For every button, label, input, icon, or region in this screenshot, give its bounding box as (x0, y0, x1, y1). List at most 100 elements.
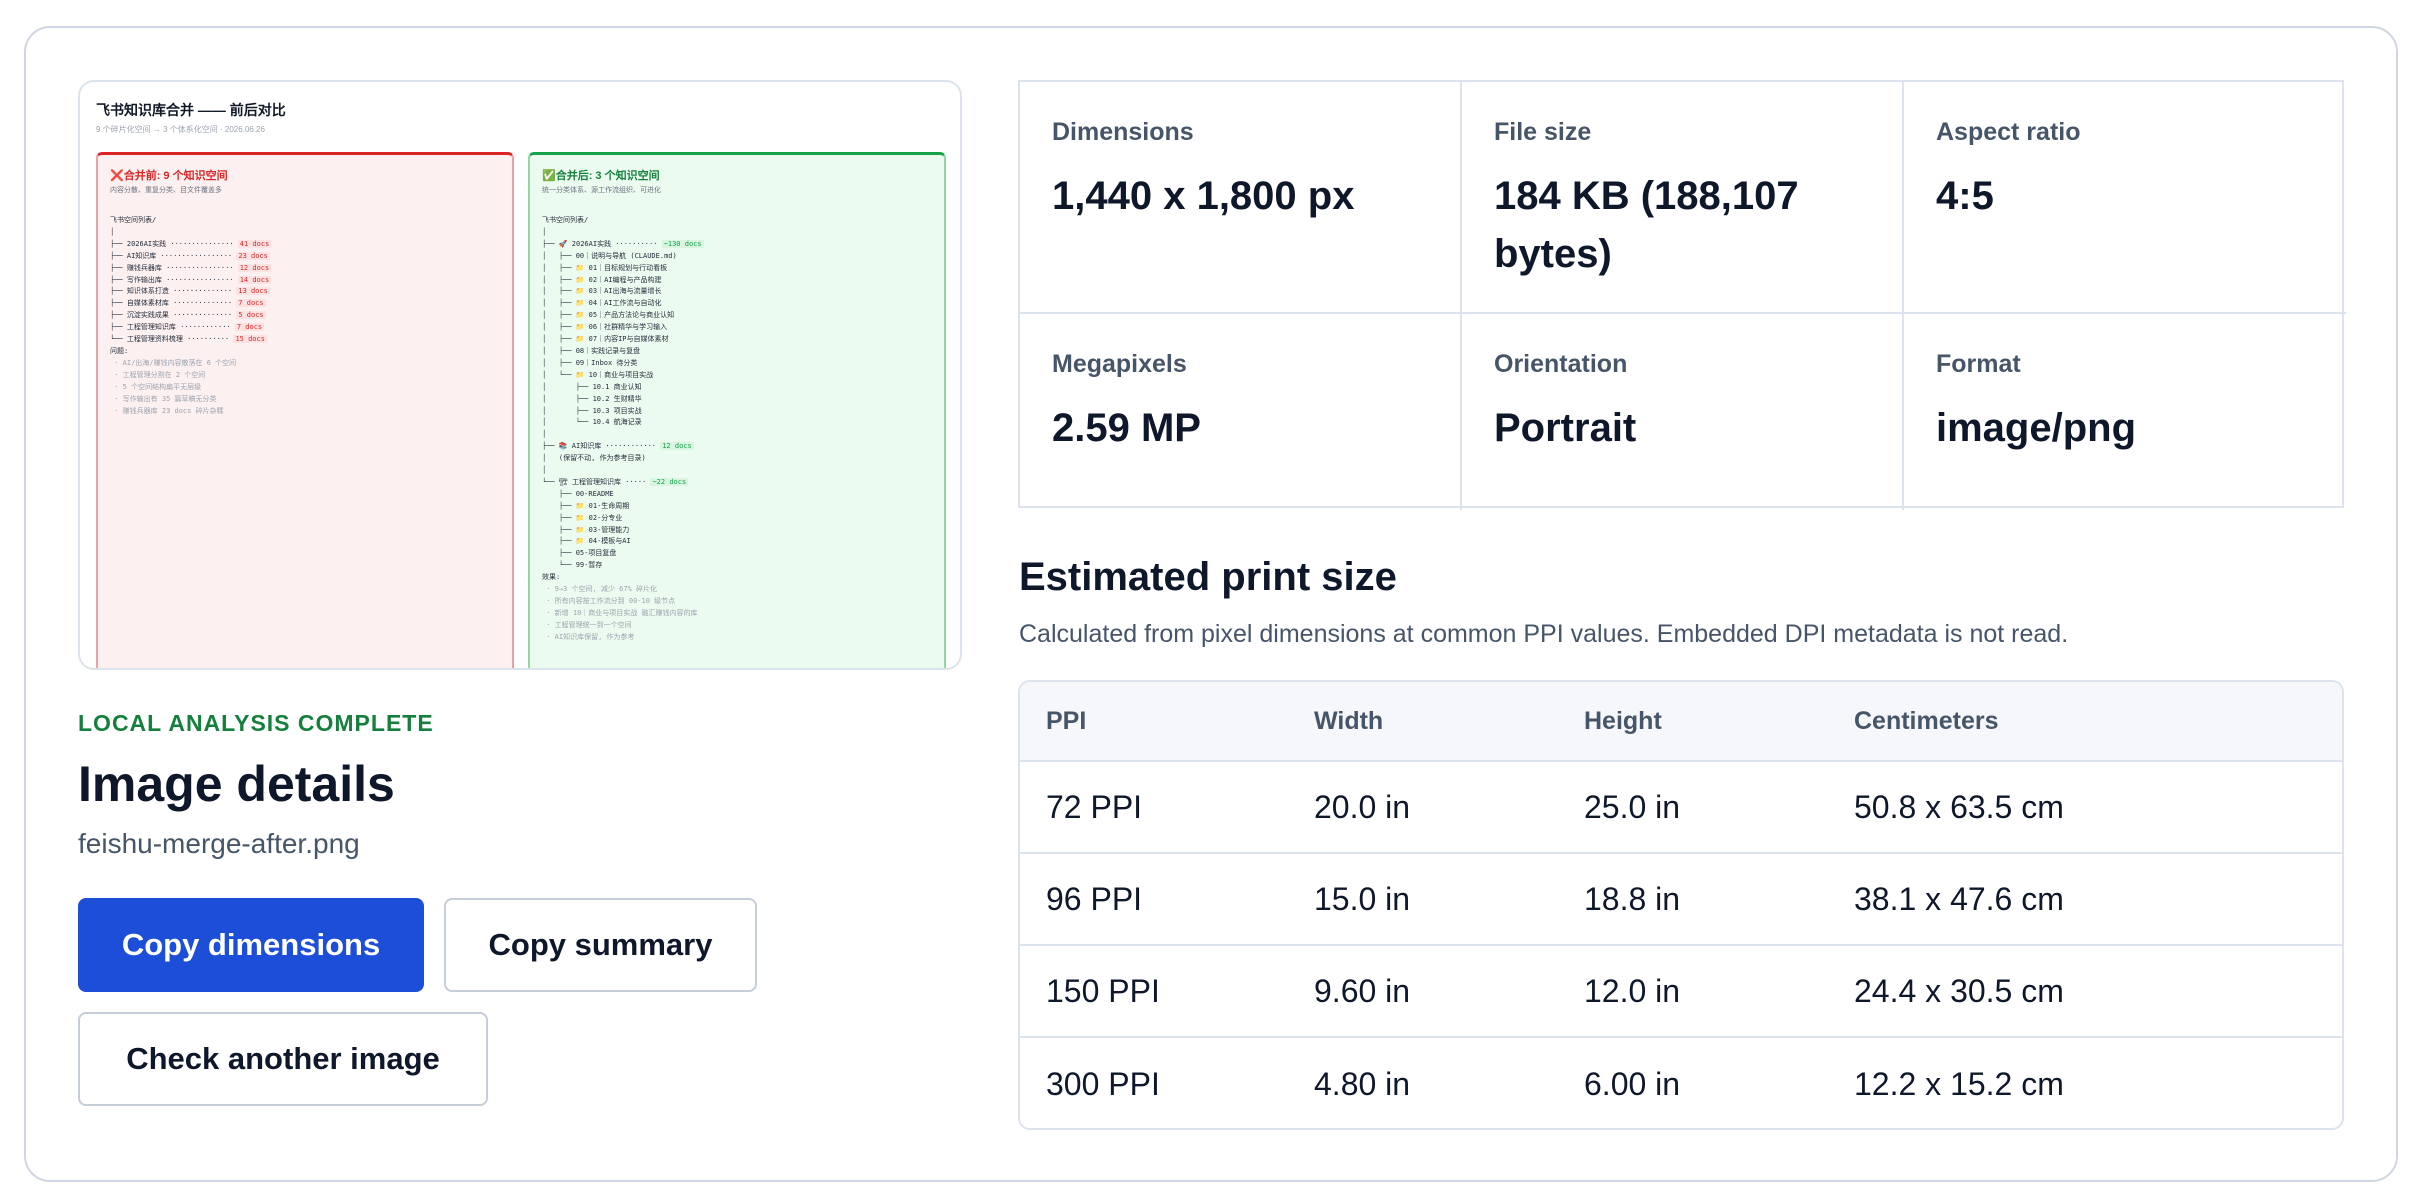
preview-tree-line: ├── AI知识库 ················· 23 docs (110, 251, 270, 260)
table-row: 72 PPI 20.0 in 25.0 in 50.8 x 63.5 cm (1020, 762, 2342, 854)
check-another-image-button[interactable]: Check another image (78, 1012, 488, 1106)
stat-label: Aspect ratio (1936, 118, 2081, 146)
preview-tree-line: ├── 工程管理知识库 ············ 7 docs (110, 323, 265, 332)
stat-value: 4:5 (1936, 174, 1994, 218)
preview-tree-line: │ └── 10.4 航海记录 (542, 418, 642, 427)
table-cell: 72 PPI (1046, 788, 1143, 825)
doc-count-badge: ~130 docs (661, 239, 704, 248)
table-cell: 15.0 in (1314, 880, 1411, 917)
preview-tree-line: ├── 赚钱兵器库 ················ 12 docs (110, 263, 272, 272)
preview-tree-line: │ ├── 00｜说明与导航 (CLAUDE.md) (542, 251, 677, 260)
doc-count-badge: 7 docs (234, 323, 265, 332)
preview-after-tree: 飞书空间列表/ │ ├── 🚀 2026AI实践 ·········· ~130 d… (542, 215, 934, 644)
preview-tree-line: ├── 📁 04-模板与AI (542, 537, 631, 546)
doc-count-badge: 7 docs (236, 299, 266, 308)
table-cell: 38.1 x 47.6 cm (1854, 880, 2064, 917)
preview-tree-line: · 9→3 个空间, 减少 67% 碎片化 (542, 585, 658, 594)
column-header: PPI (1046, 706, 1087, 735)
preview-tree-line: └── 99-暂存 (542, 561, 603, 570)
preview-tree-line: │ ├── 📁 07｜内容IP与自媒体素材 (542, 335, 669, 344)
preview-tree-line: 效果: (542, 573, 561, 582)
preview-tree-line: │ (542, 466, 547, 475)
stat-label: Dimensions (1052, 118, 1194, 146)
table-cell: 50.8 x 63.5 cm (1854, 788, 2064, 825)
preview-before-panel: ❌合并前: 9 个知识空间 内容分散、重复分类、目文件覆盖多 飞书空间列表/ │ ├… (96, 152, 514, 668)
preview-tree-line: │ (542, 227, 547, 236)
preview-tree-line: · AI/出海/赚钱内容散落在 6 个空间 (110, 358, 237, 367)
stat-label: File size (1494, 118, 1592, 146)
copy-dimensions-button[interactable]: Copy dimensions (78, 898, 424, 992)
analysis-status: LOCAL ANALYSIS COMPLETE (78, 710, 434, 736)
preview-tree-line: │ ├── 10.1 商业认知 (542, 382, 642, 391)
preview-tree-line: ├── 写作输出库 ················ 14 docs (110, 275, 272, 284)
table-cell: 24.4 x 30.5 cm (1854, 972, 2064, 1009)
preview-tree-line: │ ├── 📁 02｜AI编程与产品构建 (542, 275, 662, 284)
preview-tree-line: │ ├── 📁 06｜社群精华与学习输入 (542, 323, 668, 332)
stat-orientation: Orientation Portrait (1462, 314, 1904, 510)
preview-tree-line: │ ├── 10.3 项目实战 (542, 406, 642, 415)
preview-tree-line: │ ├── 📁 01｜目标规划与行动看板 (542, 263, 668, 272)
preview-tree-line: · AI知识库保留, 作为参考 (542, 632, 635, 641)
stat-value: image/png (1936, 406, 2137, 450)
preview-tree-line: · 写作输出有 35 篇草稿无分类 (110, 394, 217, 403)
preview-before-tree: 飞书空间列表/ │ ├── 2026AI实践 ··············· 41 … (110, 215, 502, 417)
preview-title: 飞书知识库合并 —— 前后对比 (96, 102, 286, 118)
preview-before-heading: ❌合并前: 9 个知识空间 (110, 170, 228, 182)
preview-tree-line: 问题: (110, 346, 129, 355)
stat-aspect-ratio: Aspect ratio 4:5 (1904, 82, 2346, 314)
doc-count-badge: 23 docs (236, 251, 270, 260)
preview-tree-line: │ (542, 430, 547, 439)
doc-count-badge: ~22 docs (650, 477, 689, 486)
preview-tree-line: ├── 05-项目复盘 (542, 549, 617, 558)
table-cell: 300 PPI (1046, 1065, 1160, 1102)
preview-tree-line: · 5 个空间结构扁平无层级 (110, 382, 202, 391)
table-cell: 150 PPI (1046, 972, 1160, 1009)
doc-count-badge: 12 docs (237, 263, 272, 272)
preview-tree-line: 飞书空间列表/ (542, 216, 589, 224)
preview-after-note: 统一分类体系、源工作流组织、可进化 (542, 187, 661, 194)
preview-after-heading: ✅合并后: 3 个知识空间 (542, 170, 660, 182)
table-row: 150 PPI 9.60 in 12.0 in 24.4 x 30.5 cm (1020, 946, 2342, 1038)
preview-tree-line: │ ├── 08｜实践记录与复盘 (542, 346, 641, 355)
doc-count-badge: 15 docs (233, 335, 267, 344)
table-cell: 18.8 in (1584, 880, 1681, 917)
preview-tree-line: ├── 📚 AI知识库 ············ 12 docs (542, 442, 694, 451)
preview-subtitle: 9 个碎片化空间 → 3 个体系化空间 · 2026.06.26 (96, 125, 265, 134)
table-cell: 4.80 in (1314, 1065, 1411, 1102)
file-name: feishu-merge-after.png (78, 828, 360, 859)
stats-grid: Dimensions 1,440 x 1,800 px File size 18… (1018, 80, 2346, 510)
preview-tree-line: 飞书空间列表/ (110, 216, 157, 224)
doc-count-badge: 12 docs (660, 442, 694, 451)
copy-summary-button[interactable]: Copy summary (444, 898, 757, 992)
preview-tree-line: ├── 📁 03-管理能力 (542, 525, 630, 534)
stat-value: 2.59 MP (1052, 406, 1201, 450)
stat-label: Megapixels (1052, 350, 1187, 378)
stat-value: 1,440 x 1,800 px (1052, 174, 1355, 218)
preview-tree-line: │ (保留不动, 作为参考目录) (542, 454, 646, 463)
stat-megapixels: Megapixels 2.59 MP (1020, 314, 1462, 510)
column-header: Centimeters (1854, 706, 1999, 735)
print-size-description: Calculated from pixel dimensions at comm… (1019, 620, 2069, 648)
column-header: Height (1584, 706, 1662, 735)
table-cell: 9.60 in (1314, 972, 1411, 1009)
preview-tree-line: ├── 沉淀实践成果 ·············· 5 docs (110, 311, 266, 320)
preview-tree-line: │ └── 📁 10｜商业与项目实战 (542, 370, 654, 379)
preview-tree-line: · 新增 10｜商业与项目实战 融汇赚钱内容的库 (542, 608, 698, 617)
stat-value: Portrait (1494, 406, 1637, 450)
preview-tree-line: │ ├── 📁 05｜产品方法论与商业认知 (542, 311, 675, 320)
preview-tree-line: ├── 📁 01-生命周期 (542, 501, 630, 510)
preview-tree-line: · 工程管理分割在 2 个空间 (110, 370, 206, 379)
table-cell: 12.0 in (1584, 972, 1681, 1009)
preview-tree-line: · 所有内容按工作流分到 00-10 级节点 (542, 597, 676, 605)
preview-tree-line: └── 🏗 工程管理知识库 ····· ~22 docs (542, 477, 689, 486)
table-cell: 20.0 in (1314, 788, 1411, 825)
stat-label: Orientation (1494, 350, 1628, 378)
preview-tree-line: │ ├── 10.2 生财精华 (542, 394, 642, 403)
print-size-heading: Estimated print size (1019, 555, 1397, 599)
stat-value: 184 KB (188,107 bytes) (1494, 174, 1799, 276)
preview-tree-line: │ ├── 📁 04｜AI工作流与自动化 (542, 299, 662, 308)
preview-tree-line: ├── 2026AI实践 ··············· 41 docs (110, 239, 272, 248)
table-cell: 6.00 in (1584, 1065, 1681, 1102)
preview-tree-line: ├── 自媒体素材库 ·············· 7 docs (110, 299, 266, 308)
doc-count-badge: 14 docs (237, 275, 272, 284)
